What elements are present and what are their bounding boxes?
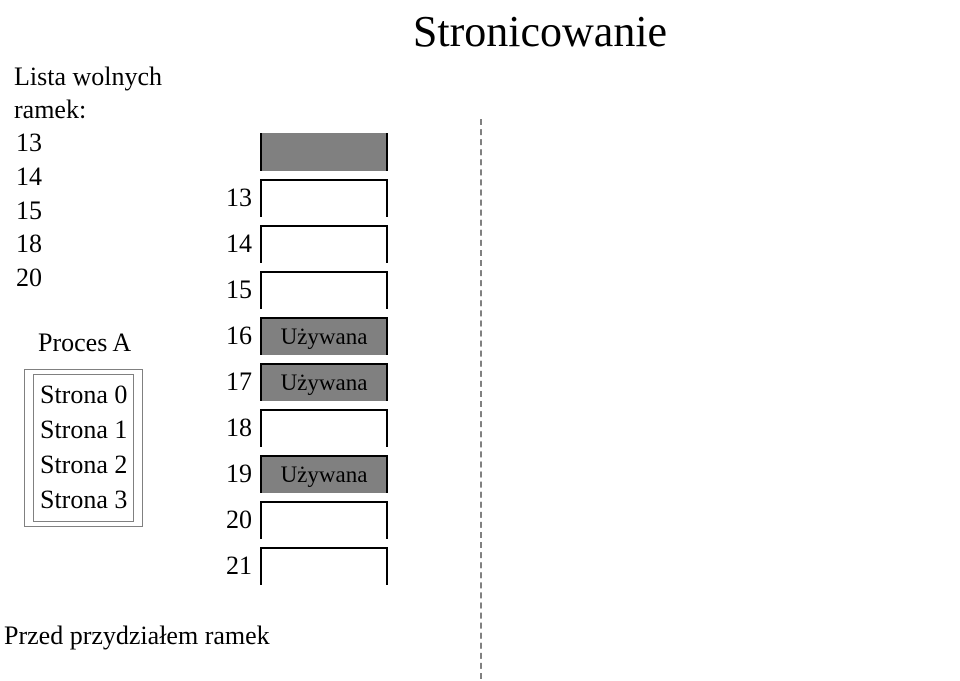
free-frame-number: 13 [16,126,162,160]
frame-cell [260,179,388,217]
frame-number: 20 [216,505,252,535]
frame-number: 13 [216,183,252,213]
process-page: Strona 2 [40,447,127,482]
process-a-label-left: Proces A [38,328,131,358]
frame-number: 19 [216,459,252,489]
frame-cell: Używana [260,363,388,401]
frame-cell [260,409,388,447]
frame-number: 17 [216,367,252,397]
frame-cell [260,271,388,309]
free-frame-number: 20 [16,261,162,295]
frame-number: 15 [216,275,252,305]
diagram-title: Stronicowanie [0,0,960,57]
frame-cell: Używana [260,455,388,493]
frame-number: 21 [216,551,252,581]
free-frames-header-line: ramek: [14,94,162,127]
process-page: Strona 3 [40,482,127,517]
frame-table-left: 12 13 14 15 16Używana 17Używana 18 19Uży… [216,129,388,589]
free-frames-header-line: Lista wolnych [14,61,162,94]
free-frame-number: 14 [16,160,162,194]
process-a-pages-box-left: Strona 0 Strona 1 Strona 2 Strona 3 [24,369,143,527]
frame-cell: Używana [260,317,388,355]
free-frame-number: 18 [16,227,162,261]
free-frames-numbers: 13 14 15 18 20 [16,126,162,295]
process-page: Strona 1 [40,412,127,447]
process-page: Strona 0 [40,377,127,412]
free-frames-list-left: Lista wolnych ramek: 13 14 15 18 20 [14,61,162,295]
center-divider [480,119,482,679]
free-frame-number: 15 [16,194,162,228]
frame-cell [260,501,388,539]
before-footer-label: Przed przydziałem ramek [4,621,270,651]
frame-cell [260,225,388,263]
frame-number: 14 [216,229,252,259]
frame-number: 16 [216,321,252,351]
frame-number: 18 [216,413,252,443]
frame-cell [260,547,388,585]
